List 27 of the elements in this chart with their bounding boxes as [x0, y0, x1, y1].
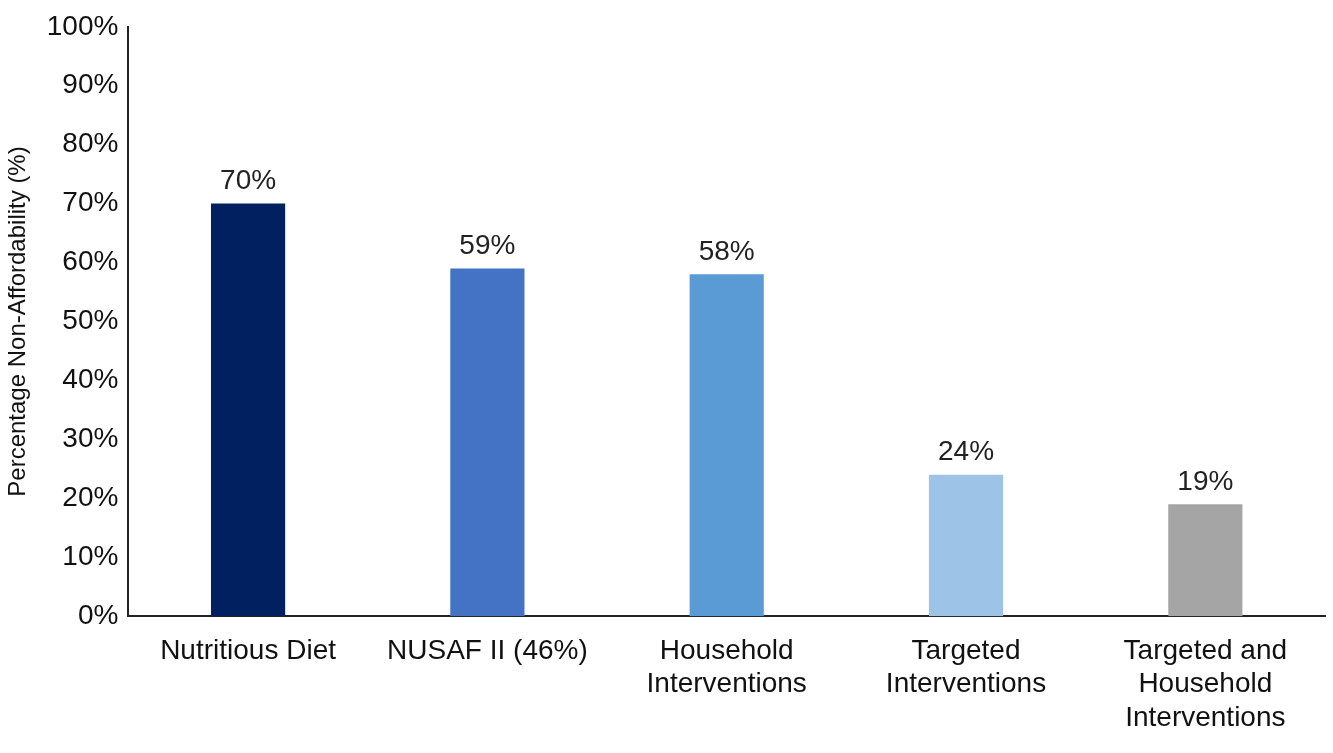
bar [1168, 504, 1243, 617]
bar [689, 274, 764, 617]
data-label: 58% [698, 235, 755, 267]
x-tick-label: Nutritious Diet [160, 633, 337, 665]
data-label: 70% [220, 164, 277, 196]
bar [450, 268, 525, 617]
y-tick-label: 10% [62, 539, 119, 571]
y-tick-label: 90% [62, 68, 119, 100]
y-tick-label: 60% [62, 245, 119, 277]
y-tick-label: 20% [62, 481, 119, 513]
bar [928, 474, 1004, 617]
y-tick-label: 30% [62, 422, 119, 454]
y-tick-label: 0% [77, 598, 119, 630]
y-tick-label: 70% [62, 186, 119, 218]
data-label: 19% [1177, 464, 1234, 496]
x-tick-label: Targeted and Household Interventions [1123, 633, 1288, 732]
data-label: 59% [459, 229, 516, 261]
y-tick-label: 50% [62, 304, 119, 336]
x-tick-label: NUSAF II (46%) [387, 633, 588, 665]
y-axis-title: Percentage Non-Affordability (%) [3, 146, 31, 497]
bar [210, 203, 286, 617]
y-tick-label: 100% [46, 9, 119, 41]
y-tick-label: 40% [62, 363, 119, 395]
x-tick-label: Targeted Interventions [885, 633, 1047, 699]
data-label: 24% [938, 435, 995, 467]
x-tick-label: Household Interventions [646, 633, 807, 699]
y-tick-label: 80% [62, 127, 119, 159]
